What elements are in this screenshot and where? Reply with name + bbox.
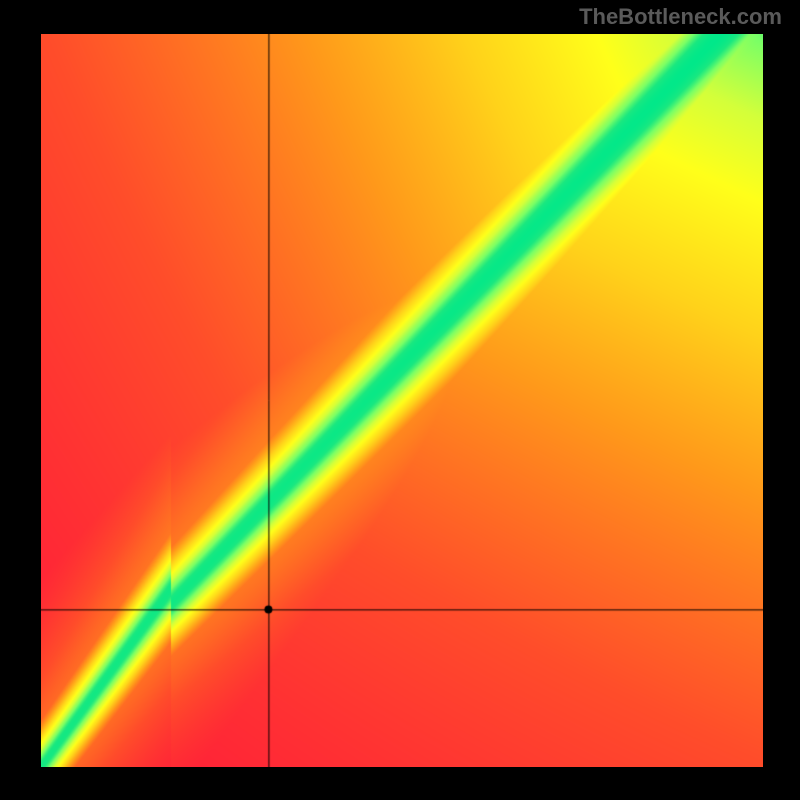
chart-container: TheBottleneck.com <box>0 0 800 800</box>
watermark-text: TheBottleneck.com <box>579 4 782 30</box>
bottleneck-heatmap <box>41 34 763 767</box>
